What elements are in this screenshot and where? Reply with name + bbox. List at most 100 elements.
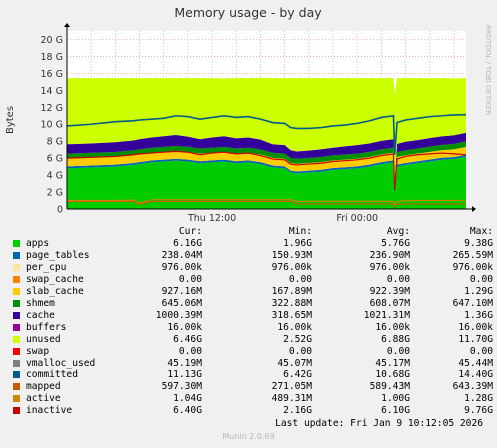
legend-swatch (13, 299, 20, 307)
legend-item-per-cpu: per_cpu 976.00k 976.00k 976.00k 976.00k (0, 262, 497, 274)
legend-item-inactive: inactive 6.40G 2.16G 6.10G 9.76G (0, 405, 497, 417)
area-shmem (67, 141, 466, 187)
x-tick-label: Fri 00:00 (336, 213, 378, 224)
y-tick-label: 0 (57, 205, 63, 216)
area-slab-cache (67, 146, 466, 189)
area-cache (67, 132, 466, 184)
legend-avg-value: 10.68G (375, 369, 410, 381)
legend-min-value: 976.00k (271, 261, 312, 273)
legend-swatch (13, 383, 20, 391)
legend-label: swap_cache (26, 273, 84, 285)
y-axis-arrow (64, 23, 70, 27)
legend-label: inactive (26, 405, 73, 417)
y-tick-label: 8 G (47, 137, 63, 148)
legend-min-value: 322.88M (271, 297, 312, 309)
legend-item-apps: apps 6.16G 1.96G 5.76G 9.38G (0, 238, 497, 250)
legend-item-slab-cache: slab_cache 927.16M 167.89M 922.39M 1.29G (0, 286, 497, 298)
legend-item-unused: unused 6.46G 2.52G 6.88G 11.70G (0, 334, 497, 346)
legend-min-value: 150.93M (271, 249, 312, 261)
legend-label: mapped (26, 381, 61, 393)
legend-avg-value: 6.10G (381, 405, 410, 417)
legend-label: buffers (26, 321, 67, 333)
legend-cur-value: 45.19M (167, 357, 202, 369)
legend-swatch (13, 251, 20, 259)
legend-swatch (13, 347, 20, 355)
legend-avg-value: 6.88G (381, 333, 410, 345)
legend-cur-value: 6.16G (173, 238, 202, 249)
legend-swatch (13, 240, 20, 247)
y-axis-label: Bytes (5, 106, 16, 134)
legend-cur-value: 238.04M (161, 249, 202, 261)
x-tick-label: Thu 12:00 (187, 213, 236, 224)
legend-label: shmem (26, 297, 55, 309)
axes (64, 23, 476, 212)
area-unused (67, 77, 466, 181)
legend-item-swap-cache: swap_cache 0.00 0.00 0.00 0.00 (0, 274, 497, 286)
legend-max-value: 9.38G (464, 238, 493, 249)
legend-swatch (13, 335, 20, 343)
legend-min-value: 0.00 (288, 345, 312, 357)
legend-item-page-tables: page_tables 238.04M 150.93M 236.90M 265.59M (0, 250, 497, 262)
y-tick-label: 16 G (41, 69, 63, 80)
legend-cur-value: 976.00k (161, 261, 202, 273)
legend-cur-value: 645.06M (161, 297, 202, 309)
legend-max-value: 11.70G (458, 333, 493, 345)
legend-item-buffers: buffers 16.00k 16.00k 16.00k 16.00k (0, 322, 497, 334)
legend-label: slab_cache (26, 285, 84, 297)
y-tick-label: 18 G (41, 52, 63, 63)
legend-label: committed (26, 369, 78, 381)
legend-swatch (13, 263, 20, 271)
legend-item-swap: swap 0.00 0.00 0.00 0.00 (0, 346, 497, 358)
legend-max-value: 976.00k (452, 261, 493, 273)
legend-item-shmem: shmem 645.06M 322.88M 608.07M 647.10M (0, 298, 497, 310)
area-apps (67, 156, 466, 209)
y-tick-label: 4 G (47, 171, 63, 182)
tick-labels: 0 2 G 4 G 6 G 8 G 10 G 12 G 14 G 16 G 18 G 20 G Thu… (41, 35, 379, 224)
legend-swatch (13, 407, 20, 415)
line-inactive (66, 150, 467, 191)
legend-min-value: 0.00 (288, 273, 312, 285)
legend-cur-value: 16.00k (167, 321, 202, 333)
legend-swatch (13, 359, 20, 367)
legend-header-min: Min: (288, 226, 312, 237)
stacked-areas (67, 77, 466, 209)
legend-avg-value: 45.17M (375, 357, 410, 369)
y-tick-label: 6 G (47, 154, 63, 165)
legend-max-value: 0.00 (469, 273, 493, 285)
legend-max-value: 1.36G (464, 309, 493, 321)
legend-swatch (13, 287, 20, 295)
legend-min-value: 167.89M (271, 285, 312, 297)
y-tick-label: 20 G (41, 35, 63, 46)
legend-avg-value: 236.90M (369, 249, 410, 261)
legend-header-max: Max: (469, 226, 493, 237)
legend-max-value: 265.59M (452, 249, 493, 261)
legend-label: swap (26, 345, 50, 357)
legend-avg-value: 589.43M (369, 381, 410, 393)
legend-avg-value: 0.00 (386, 345, 410, 357)
legend-max-value: 14.40G (458, 369, 493, 381)
legend-cur-value: 1.04G (173, 393, 202, 405)
legend-max-value: 9.76G (464, 405, 493, 417)
legend-swatch (13, 275, 20, 283)
y-tick-label: 10 G (41, 120, 63, 131)
legend-cur-value: 11.13G (167, 369, 202, 381)
x-axis-arrow (472, 206, 476, 212)
legend-label: vmalloc_used (26, 357, 96, 369)
legend-item-vmalloc-used: vmalloc_used 45.19M 45.07M 45.17M 45.44M (0, 358, 497, 370)
legend-cur-value: 0.00 (178, 345, 202, 357)
legend-max-value: 16.00k (458, 321, 493, 333)
legend-max-value: 1.29G (464, 285, 493, 297)
legend-min-value: 45.07M (277, 357, 312, 369)
legend-avg-value: 1021.31M (363, 309, 410, 321)
last-update: Last update: Fri Jan 9 10:12:05 2026 (275, 418, 483, 429)
legend-min-value: 1.96G (283, 238, 312, 249)
chart-title: Memory usage - by day (174, 5, 322, 20)
legend-min-value: 2.52G (283, 333, 312, 345)
legend-header-cur: Cur: (178, 226, 202, 237)
legend-swatch (13, 395, 20, 403)
legend-cur-value: 597.30M (161, 381, 202, 393)
legend-label: page_tables (26, 249, 90, 261)
legend-max-value: 1.28G (464, 393, 493, 405)
legend-cur-value: 1000.39M (155, 309, 202, 321)
